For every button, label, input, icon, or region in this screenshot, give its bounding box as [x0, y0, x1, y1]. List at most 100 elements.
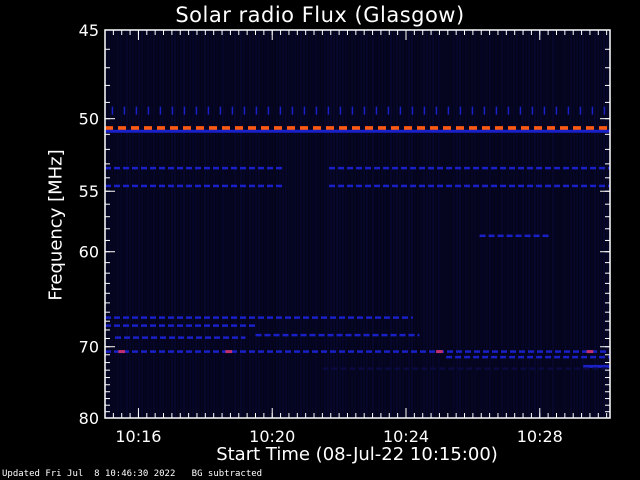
- band-tick: [495, 106, 498, 115]
- band-dash: [573, 126, 581, 131]
- noise-column: [210, 30, 212, 418]
- band-dash: [421, 367, 428, 370]
- band-dash: [554, 166, 561, 170]
- band-dash: [356, 184, 363, 188]
- band-tick: [399, 106, 402, 115]
- band-dash: [358, 367, 365, 370]
- band-segment: [225, 350, 233, 354]
- noise-column: [339, 30, 341, 418]
- band-dash: [601, 367, 608, 370]
- band-tick: [411, 106, 414, 115]
- band-tick: [507, 106, 510, 115]
- band-dash: [276, 350, 282, 353]
- noise-column: [132, 30, 134, 418]
- band-dash: [473, 355, 480, 359]
- band-tick: [327, 106, 330, 115]
- band-dash: [178, 336, 185, 339]
- band-dash: [258, 184, 264, 188]
- band-dash: [547, 126, 555, 131]
- noise-column: [567, 30, 569, 418]
- noise-column: [237, 30, 239, 418]
- plot-background: [105, 30, 610, 418]
- band-dash: [546, 350, 552, 353]
- noise-column: [399, 30, 401, 418]
- band-dash: [105, 184, 111, 188]
- band-dash: [446, 355, 453, 359]
- noise-column: [282, 30, 284, 418]
- band-dash: [495, 126, 503, 131]
- noise-column: [555, 30, 557, 418]
- band-dash: [527, 355, 534, 359]
- band-dash: [366, 350, 372, 353]
- noise-background: [105, 30, 611, 418]
- noise-column: [297, 30, 299, 418]
- noise-column: [294, 30, 296, 418]
- band-dash: [186, 184, 192, 188]
- band-tick: [435, 106, 438, 115]
- noise-column: [195, 30, 197, 418]
- band-dash: [524, 234, 531, 238]
- noise-column: [336, 30, 338, 418]
- band-dash: [186, 316, 192, 319]
- noise-column: [375, 30, 377, 418]
- band-dash: [258, 316, 264, 319]
- noise-column: [219, 30, 221, 418]
- band-dash: [186, 166, 192, 170]
- band-dash: [491, 184, 498, 188]
- band-dash: [285, 350, 291, 353]
- footer-status: Updated Fri Jul 8 10:46:30 2022 BG subtr…: [2, 469, 263, 479]
- band-dash: [114, 324, 120, 327]
- band-dash: [274, 126, 282, 131]
- band-dash: [151, 336, 158, 339]
- band-dash: [534, 126, 542, 131]
- noise-column: [519, 30, 521, 418]
- band-dash: [518, 166, 525, 170]
- noise-column: [492, 30, 494, 418]
- band-dash: [536, 184, 543, 188]
- band-dash: [339, 350, 345, 353]
- band-dash: [446, 166, 453, 170]
- noise-column: [441, 30, 443, 418]
- noise-column: [366, 30, 368, 418]
- band-segment: [436, 350, 443, 354]
- band-dash: [132, 324, 138, 327]
- band-dash: [347, 166, 354, 170]
- band-dash: [168, 166, 174, 170]
- band-dash: [392, 166, 399, 170]
- band-dash: [536, 355, 543, 359]
- band-dash: [484, 367, 491, 370]
- band-dash: [410, 166, 417, 170]
- band-tick: [231, 106, 234, 115]
- band-dash: [339, 316, 345, 319]
- noise-column: [573, 30, 575, 418]
- band-dash: [521, 126, 529, 131]
- band-dash: [443, 126, 451, 131]
- band-dash: [186, 350, 192, 353]
- band-dash: [150, 324, 156, 327]
- noise-column: [534, 30, 536, 418]
- band-dash: [235, 126, 243, 131]
- noise-column: [279, 30, 281, 418]
- band-dash: [393, 350, 399, 353]
- band-dash: [141, 324, 147, 327]
- band-dash: [608, 355, 610, 359]
- band-dash: [141, 350, 147, 353]
- band-segment: [586, 350, 594, 354]
- band-dash: [105, 316, 111, 319]
- noise-column: [162, 30, 164, 418]
- band-dash: [429, 350, 435, 353]
- band-dash: [141, 166, 147, 170]
- band-dash: [213, 324, 219, 327]
- band-dash: [356, 166, 363, 170]
- band-dash: [114, 350, 120, 353]
- band-dash: [511, 367, 518, 370]
- band-tick: [135, 106, 138, 115]
- band-dash: [565, 367, 572, 370]
- noise-column: [570, 30, 572, 418]
- band-dash: [177, 316, 183, 319]
- band-dash: [394, 367, 401, 370]
- band-tick: [267, 106, 270, 115]
- band-dash: [399, 333, 406, 337]
- band-dash: [195, 166, 201, 170]
- band-dash: [118, 126, 126, 131]
